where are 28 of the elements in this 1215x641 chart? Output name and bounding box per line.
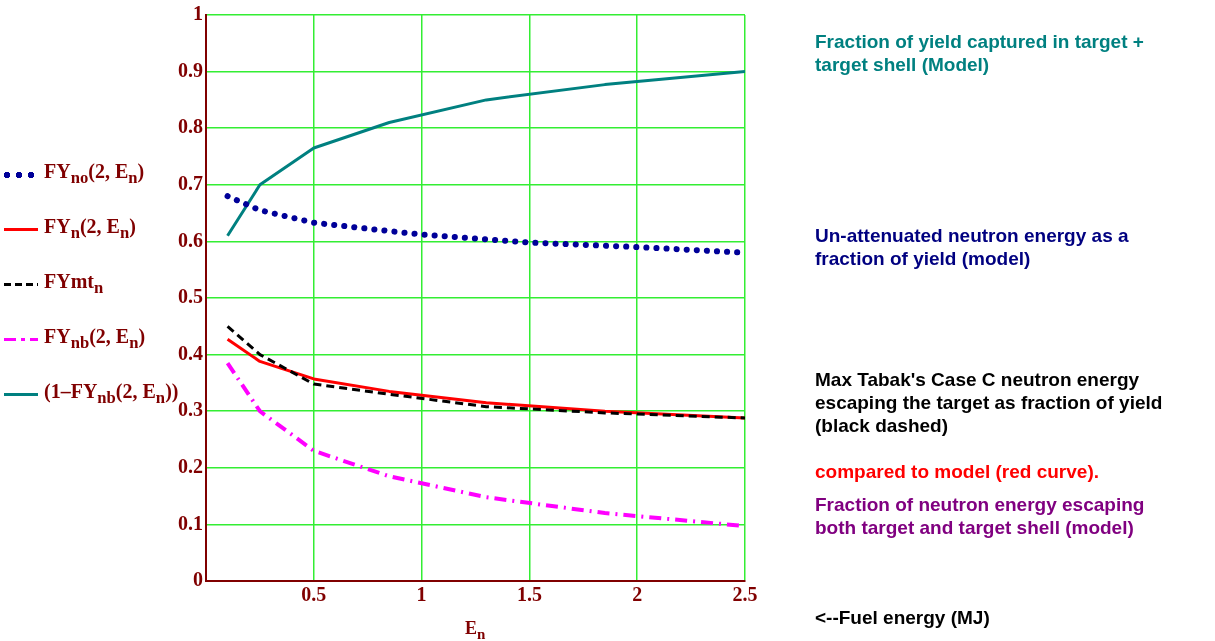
legend-label: FY$_{nb}$(2, E$_{n}$) <box>44 325 146 354</box>
legend-label: (1–FY$_{nb}$(2, E$_{n}$)) <box>44 380 179 407</box>
x-tick-label: 1 <box>416 583 427 606</box>
legend-label: FY$_{n}$(2, E$_{n}$) <box>44 215 136 244</box>
y-tick-label: 0.8 <box>178 115 203 138</box>
text: Max Tabak's Case C neutron energy escaping the target as fraction of yield (black dashed) <box>815 368 1164 437</box>
legend-label: FY$_{no}$(2, E$_{n}$) <box>44 160 145 189</box>
text: <--Fuel energy (MJ) <box>815 606 991 629</box>
y-tick-label: 1 <box>193 2 203 25</box>
x-tick-label: 1.5 <box>516 583 542 606</box>
x-axis-title: E$_{n}$ <box>465 618 486 641</box>
text: compared to model (red curve). <box>815 460 1100 483</box>
text: Fraction of yield captured in target + target shell (Model) <box>815 30 1145 76</box>
y-tick-label: 0.7 <box>178 171 203 194</box>
y-tick-label: 0.4 <box>178 341 203 364</box>
y-tick-label: 0.2 <box>178 454 203 477</box>
y-tick-label: 0.9 <box>178 58 203 81</box>
text: Un-attenuated neutron energy as a fraction of yield (model) <box>815 224 1130 270</box>
x-tick-label: 2 <box>632 583 643 606</box>
y-tick-label: 0.3 <box>178 398 203 421</box>
text: Fraction of neutron energy escaping both target and target shell (model) <box>815 493 1146 539</box>
x-tick-label: 2.5 <box>732 583 758 606</box>
legend-label: FYmt$_{n}$ <box>44 270 104 299</box>
y-tick-label: 0.5 <box>178 285 203 308</box>
y-tick-label: 0.1 <box>178 511 203 534</box>
y-tick-label: 0 <box>193 568 203 591</box>
y-tick-label: 0.6 <box>178 228 203 251</box>
x-tick-label: 0.5 <box>301 583 327 606</box>
